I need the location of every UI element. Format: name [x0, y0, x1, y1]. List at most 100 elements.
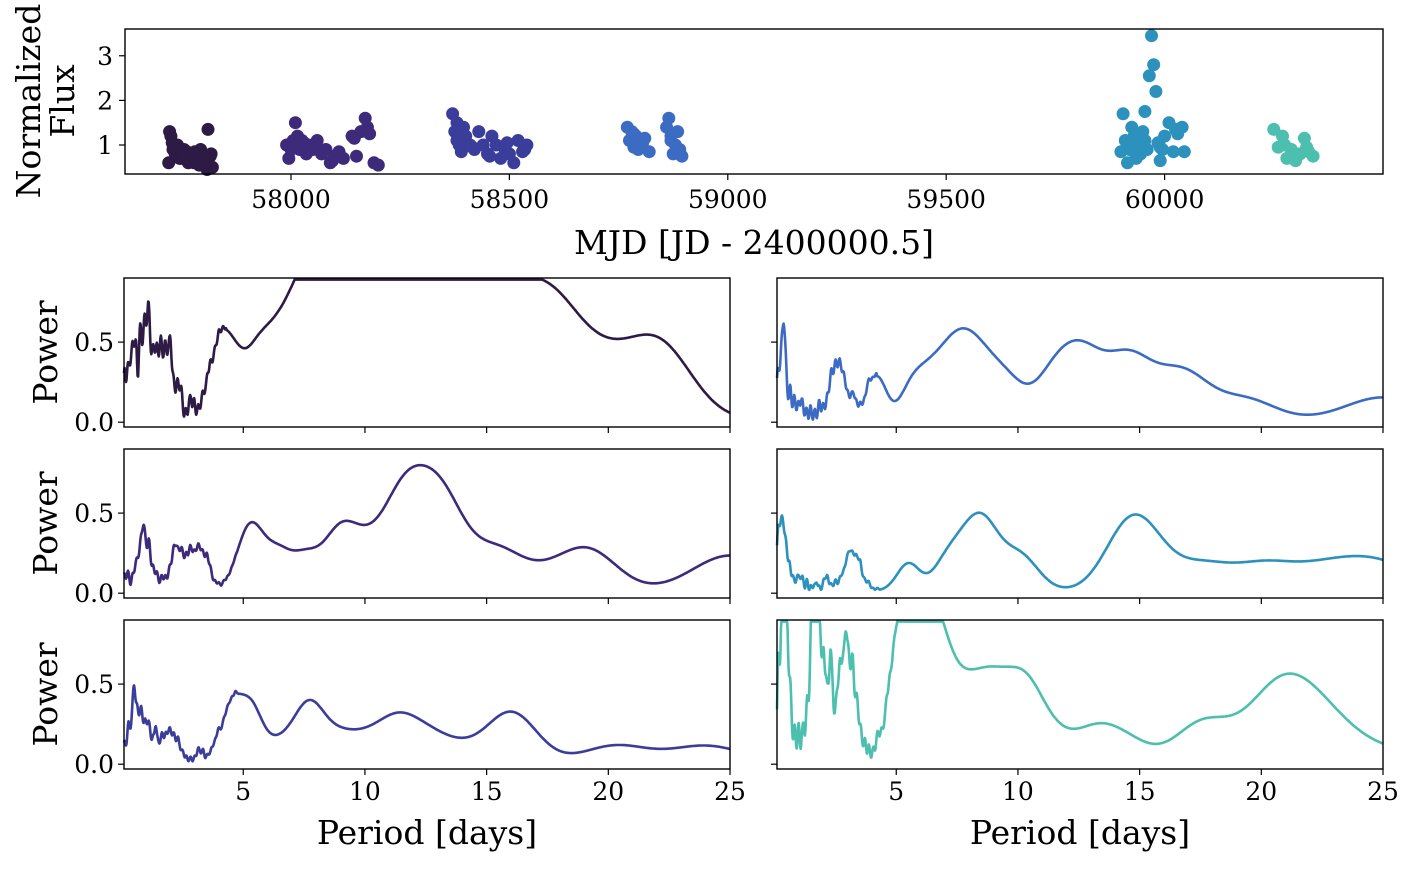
periodogram-5-axes-frame [776, 448, 1384, 599]
data-point [483, 149, 497, 163]
lightcurve-series-2 [280, 111, 385, 172]
periodogram-2-axes-frame [123, 448, 731, 599]
data-point [465, 140, 479, 154]
periodogram-2-y-axis-label: Power [26, 471, 65, 576]
y-tick-label: 0.0 [74, 408, 114, 437]
periodogram-3-y-axis-label: Power [26, 642, 65, 747]
lightcurve-series-5 [1114, 29, 1191, 170]
data-point [326, 154, 339, 168]
data-point [1177, 145, 1191, 159]
data-point [675, 149, 689, 163]
periodogram-6 [771, 619, 1384, 775]
data-point [627, 127, 641, 141]
x-tick-label: 59000 [688, 185, 768, 214]
data-point [472, 125, 486, 139]
data-point [360, 120, 374, 134]
y-tick-label: 2 [97, 86, 113, 115]
data-point [1138, 105, 1152, 118]
periodogram-5-series-line [775, 511, 1384, 592]
lightcurve-y-axis-label: Normalized [9, 4, 48, 199]
data-point [308, 140, 322, 154]
x-tick-label: 15 [1124, 777, 1156, 806]
lightcurve-series-6 [1267, 122, 1320, 168]
data-point [1169, 122, 1182, 136]
periodogram-2-series-line [122, 463, 731, 587]
data-point [1147, 58, 1161, 72]
data-point [1166, 145, 1180, 159]
data-point [1149, 85, 1163, 98]
x-tick-label: 15 [471, 777, 503, 806]
x-tick-label: 25 [1367, 777, 1399, 806]
data-point [500, 136, 514, 150]
y-tick-label: 0.5 [74, 499, 114, 528]
data-point [1138, 134, 1152, 147]
data-point [1153, 140, 1167, 154]
data-point [347, 131, 361, 145]
data-point [642, 145, 656, 159]
data-point [518, 143, 532, 156]
x-tick-label: 60000 [1125, 185, 1205, 214]
data-point [1129, 149, 1143, 163]
lightcurve-x-axis-label: MJD [JD - 2400000.5] [574, 223, 934, 262]
data-point [671, 125, 685, 139]
data-point [664, 134, 678, 147]
data-point [1142, 69, 1156, 83]
x-tick-label: 20 [1245, 777, 1277, 806]
periodogram-3-axes-frame [123, 619, 731, 770]
x-tick-label: 10 [349, 777, 381, 806]
periodogram-6-series-line [775, 620, 1384, 759]
data-point [662, 111, 676, 125]
y-tick-label: 3 [97, 42, 113, 71]
x-tick-label: 58000 [251, 185, 331, 214]
data-point [1300, 140, 1314, 154]
figure-root: 58000 58500 59000 59500 60000 1 2 3 MJD [JD - 24… [9, 4, 1399, 852]
periodogram-4-series-line [775, 322, 1384, 421]
data-point [288, 116, 302, 130]
data-point [1306, 149, 1320, 163]
lightcurve-axes-frame [124, 28, 1384, 175]
data-point [1116, 107, 1130, 121]
y-tick-label: 1 [97, 131, 113, 160]
periodogram-4-axes-frame [776, 277, 1384, 428]
x-tick-label: 5 [235, 777, 251, 806]
data-point [201, 122, 215, 136]
periodogram-2 [118, 448, 731, 604]
x-tick-label: 20 [592, 777, 624, 806]
y-tick-label: 0.5 [74, 328, 114, 357]
periodogram-1-axes-frame [123, 277, 731, 428]
data-point [165, 136, 179, 150]
periodogram-3-series-line [122, 684, 731, 763]
lightcurve-series-4 [620, 111, 689, 163]
lightcurve-series-1 [162, 122, 219, 176]
y-tick-label: 0.0 [74, 579, 114, 608]
data-point [454, 145, 468, 159]
periodogram-3 [118, 619, 731, 775]
periodogram-1-y-axis-label: Power [26, 300, 65, 405]
periodogram-1 [118, 277, 731, 433]
x-tick-label: 10 [1002, 777, 1034, 806]
data-point [450, 134, 464, 147]
periodogram-1-series-line [122, 278, 731, 418]
lightcurve-series-3 [446, 107, 534, 170]
periodogram-4 [771, 277, 1384, 433]
periodogram-6-axes-frame [776, 619, 1384, 770]
lightcurve-y-axis-label: Flux [43, 64, 82, 138]
periodogram-6-x-axis-label: Period [days] [970, 813, 1190, 852]
y-tick-label: 0.5 [74, 670, 114, 699]
data-point [1278, 138, 1292, 152]
x-tick-label: 58500 [470, 185, 550, 214]
y-tick-label: 0.0 [74, 750, 114, 779]
data-point [507, 156, 521, 170]
data-point [350, 149, 363, 163]
data-point [636, 136, 650, 150]
data-point [1145, 29, 1158, 43]
data-point [371, 158, 385, 172]
data-point [336, 151, 350, 165]
data-point [163, 125, 177, 139]
periodogram-3-x-axis-label: Period [days] [317, 813, 537, 852]
x-tick-label: 59500 [906, 185, 986, 214]
data-point [198, 155, 212, 169]
x-tick-label: 5 [888, 777, 904, 806]
data-point [1121, 138, 1134, 152]
